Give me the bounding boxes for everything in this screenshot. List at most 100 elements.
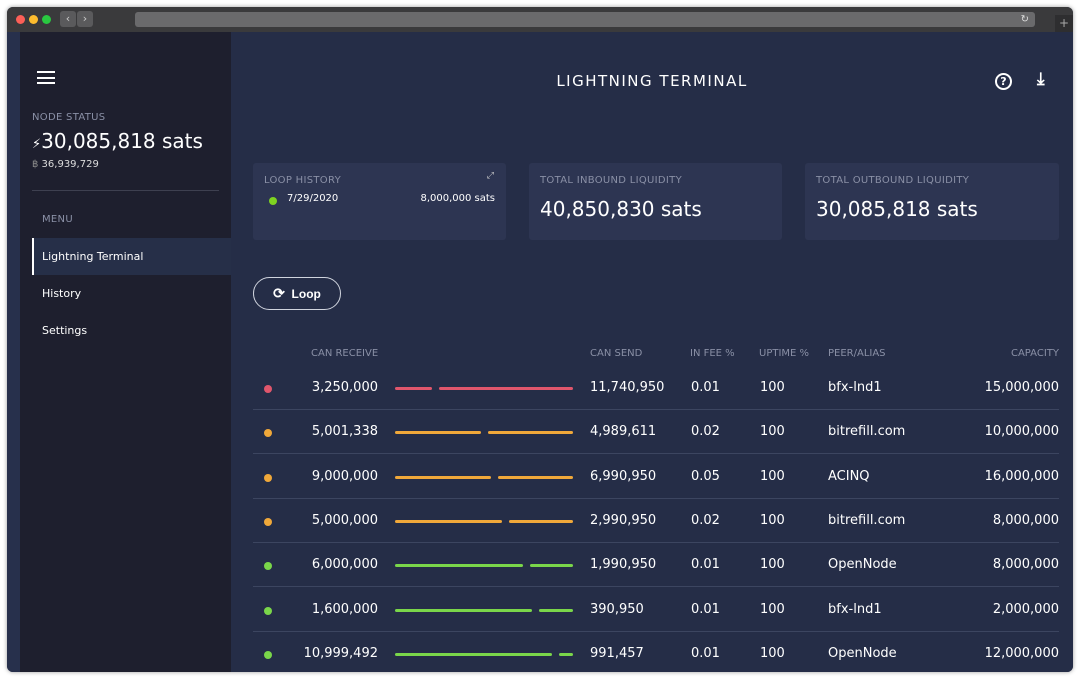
peer-alias: ACINQ (828, 468, 870, 484)
status-dot (264, 473, 272, 482)
capacity: 16,000,000 (984, 468, 1059, 484)
can-send: 2,990,950 (590, 512, 657, 528)
table-row[interactable]: 1,600,000 390,950 0.01 100 bfx-lnd1 2,000,000 (253, 588, 1059, 632)
sidebar: NODE STATUS ⚡30,085,818 sats ฿ 36,939,72… (20, 32, 231, 672)
header-can-send[interactable]: CAN SEND (590, 348, 643, 359)
in-fee: 0.01 (691, 557, 720, 573)
peer-alias: bitrefill.com (828, 424, 906, 440)
receive-bar (395, 431, 481, 435)
inbound-liquidity-card: TOTAL INBOUND LIQUIDITY 40,850,830 sats (529, 163, 782, 240)
can-receive: 5,000,000 (311, 512, 378, 528)
capacity: 10,000,000 (984, 424, 1059, 440)
table-row[interactable]: 5,001,338 4,989,611 0.02 100 bitrefill.com 10… (253, 410, 1059, 455)
menu-label: MENU (42, 214, 73, 225)
in-fee: 0.01 (691, 645, 720, 661)
maximize-window-button[interactable] (42, 15, 51, 24)
reload-icon[interactable]: ↻ (1020, 14, 1029, 25)
can-send: 1,990,950 (590, 557, 657, 573)
header-in-fee[interactable]: IN FEE % (690, 348, 735, 359)
menu-icon[interactable] (37, 71, 55, 84)
status-dot (264, 517, 272, 526)
back-icon[interactable]: ‹ (60, 11, 76, 27)
header-capacity[interactable]: CAPACITY (1010, 348, 1059, 359)
node-balance-value: 30,085,818 sats (41, 129, 203, 153)
capacity: 2,000,000 (992, 601, 1059, 617)
receive-bar (395, 652, 552, 656)
refresh-icon: ⟳ (273, 285, 285, 301)
main-content: LIGHTNING TERMINAL ? ⤓ LOOP HISTORY ⤢ 7/… (231, 32, 1073, 672)
bitcoin-icon: ฿ (32, 159, 42, 170)
inbound-label: TOTAL INBOUND LIQUIDITY (540, 175, 682, 186)
browser-titlebar: ‹ › ↻ + (7, 7, 1073, 32)
download-icon[interactable]: ⤓ (1037, 69, 1045, 89)
status-dot (264, 429, 272, 438)
send-bar (439, 387, 573, 390)
in-fee: 0.02 (691, 424, 720, 440)
status-dot (264, 606, 272, 615)
node-status-label: NODE STATUS (32, 112, 106, 123)
loop-button-label: Loop (291, 287, 321, 301)
node-balance: ⚡30,085,818 sats (32, 129, 203, 153)
table-row[interactable]: 6,000,000 1,990,950 0.01 100 OpenNode 8,000,0… (253, 543, 1059, 588)
send-bar (498, 475, 573, 479)
in-fee: 0.05 (691, 468, 720, 484)
browser-window: ‹ › ↻ + NODE STATUS ⚡30,085,818 sats ฿ 3… (7, 7, 1073, 672)
close-window-button[interactable] (16, 15, 25, 24)
receive-bar (395, 475, 491, 479)
address-bar[interactable]: ↻ (135, 12, 1035, 27)
header-peer[interactable]: PEER/ALIAS (828, 348, 886, 359)
outbound-liquidity-card: TOTAL OUTBOUND LIQUIDITY 30,085,818 sats (805, 163, 1059, 240)
table-row[interactable]: 10,999,492 991,457 0.01 100 OpenNode 12,000,0… (253, 632, 1059, 672)
capacity: 8,000,000 (992, 512, 1059, 528)
divider (32, 190, 219, 191)
help-icon[interactable]: ? (995, 73, 1012, 90)
btc-balance-value: 36,939,729 (41, 159, 99, 170)
send-bar (530, 564, 573, 568)
receive-bar (395, 608, 532, 612)
loop-date: 7/29/2020 (287, 193, 339, 204)
capacity: 12,000,000 (984, 645, 1059, 661)
btc-balance: ฿ 36,939,729 (32, 159, 99, 170)
bolt-icon: ⚡ (32, 137, 42, 152)
header-can-receive[interactable]: CAN RECEIVE (311, 348, 379, 359)
loop-button[interactable]: ⟳ Loop (253, 277, 341, 310)
can-send: 4,989,611 (590, 424, 657, 440)
inbound-value: 40,850,830 sats (540, 197, 702, 221)
uptime: 100 (760, 645, 785, 661)
uptime: 100 (760, 424, 785, 440)
outbound-label: TOTAL OUTBOUND LIQUIDITY (816, 175, 970, 186)
can-receive: 10,999,492 (303, 645, 378, 661)
receive-bar (395, 564, 523, 568)
can-receive: 9,000,000 (311, 468, 378, 484)
header-uptime[interactable]: UPTIME % (759, 348, 810, 359)
in-fee: 0.01 (691, 380, 720, 395)
receive-bar (395, 387, 432, 390)
peer-alias: bfx-lnd1 (828, 601, 882, 617)
page-title: LIGHTNING TERMINAL (556, 72, 748, 90)
capacity: 8,000,000 (992, 557, 1059, 573)
uptime: 100 (760, 512, 785, 528)
table-row[interactable]: 5,000,000 2,990,950 0.02 100 bitrefill.com 8,… (253, 499, 1059, 543)
sidebar-item-lightning-terminal[interactable]: Lightning Terminal (32, 238, 231, 275)
expand-icon[interactable]: ⤢ (486, 171, 494, 181)
sidebar-item-settings[interactable]: Settings (42, 324, 88, 337)
peer-alias: bfx-lnd1 (828, 380, 882, 395)
send-bar (488, 431, 573, 435)
receive-bar (395, 519, 502, 523)
forward-icon[interactable]: › (77, 11, 93, 27)
table-row[interactable]: 9,000,000 6,990,950 0.05 100 ACINQ 16,000,000 (253, 455, 1059, 499)
capacity: 15,000,000 (984, 380, 1059, 395)
status-dot (264, 650, 272, 659)
can-receive: 5,001,338 (311, 424, 378, 440)
uptime: 100 (760, 468, 785, 484)
status-dot (264, 562, 272, 571)
peer-alias: OpenNode (828, 645, 897, 661)
send-bar (509, 519, 573, 523)
can-receive: 6,000,000 (311, 557, 378, 573)
can-receive: 3,250,000 (311, 380, 378, 395)
new-tab-icon[interactable]: + (1055, 15, 1073, 32)
sidebar-item-history[interactable]: History (42, 287, 82, 300)
table-row[interactable]: 3,250,000 11,740,950 0.01 100 bfx-lnd1 15,000… (253, 366, 1059, 410)
minimize-window-button[interactable] (29, 15, 38, 24)
loop-history-card[interactable]: LOOP HISTORY ⤢ 7/29/2020 8,000,000 sats (253, 163, 506, 240)
